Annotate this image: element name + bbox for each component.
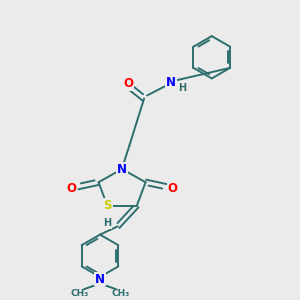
- Text: CH₃: CH₃: [112, 289, 130, 298]
- Text: N: N: [166, 76, 176, 89]
- Text: N: N: [117, 163, 127, 176]
- Text: S: S: [103, 199, 112, 212]
- Text: CH₃: CH₃: [70, 289, 88, 298]
- Text: N: N: [95, 272, 105, 286]
- Text: O: O: [123, 77, 133, 90]
- Text: H: H: [103, 218, 111, 228]
- Text: O: O: [67, 182, 76, 195]
- Text: H: H: [178, 82, 186, 93]
- Text: O: O: [168, 182, 178, 195]
